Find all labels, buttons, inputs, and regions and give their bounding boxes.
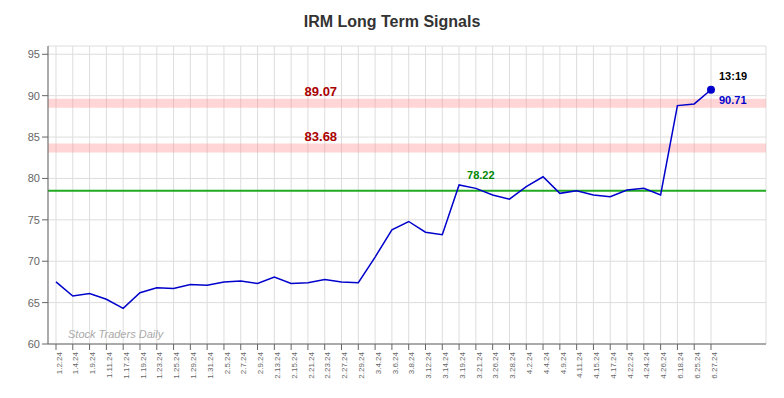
svg-text:4.15.24: 4.15.24 (592, 351, 601, 378)
svg-text:1.11.24: 1.11.24 (105, 351, 114, 378)
svg-text:80: 80 (28, 172, 40, 184)
svg-text:89.07: 89.07 (305, 84, 338, 99)
svg-text:3.12.24: 3.12.24 (424, 351, 433, 378)
svg-text:6.25.24: 6.25.24 (693, 351, 702, 378)
svg-text:1.19.24: 1.19.24 (139, 351, 148, 378)
svg-text:1.17.24: 1.17.24 (122, 351, 131, 378)
svg-text:3.14.24: 3.14.24 (441, 351, 450, 378)
svg-text:3.28.24: 3.28.24 (508, 351, 517, 378)
svg-text:4.4.24: 4.4.24 (542, 351, 551, 374)
svg-text:1.9.24: 1.9.24 (88, 351, 97, 374)
svg-text:90.71: 90.71 (719, 94, 747, 106)
svg-text:Stock Traders Daily: Stock Traders Daily (68, 328, 165, 340)
svg-text:2.5.24: 2.5.24 (223, 351, 232, 374)
svg-text:2.7.24: 2.7.24 (239, 351, 248, 374)
svg-text:95: 95 (28, 48, 40, 60)
svg-text:70: 70 (28, 255, 40, 267)
svg-text:4.9.24: 4.9.24 (559, 351, 568, 374)
svg-text:2.29.24: 2.29.24 (357, 351, 366, 378)
svg-text:2.9.24: 2.9.24 (256, 351, 265, 374)
svg-text:4.22.24: 4.22.24 (626, 351, 635, 378)
svg-text:4.24.24: 4.24.24 (643, 351, 652, 378)
svg-text:3.19.24: 3.19.24 (458, 351, 467, 378)
svg-text:83.68: 83.68 (305, 129, 338, 144)
svg-text:3.8.24: 3.8.24 (407, 351, 416, 374)
svg-text:6.18.24: 6.18.24 (676, 351, 685, 378)
svg-text:3.21.24: 3.21.24 (475, 351, 484, 378)
svg-text:4.26.24: 4.26.24 (659, 351, 668, 378)
svg-text:1.4.24: 1.4.24 (71, 351, 80, 374)
svg-text:78.22: 78.22 (467, 169, 495, 181)
svg-text:2.23.24: 2.23.24 (323, 351, 332, 378)
svg-text:3.6.24: 3.6.24 (391, 351, 400, 374)
svg-text:1.25.24: 1.25.24 (172, 351, 181, 378)
svg-text:85: 85 (28, 131, 40, 143)
svg-text:2.27.24: 2.27.24 (340, 351, 349, 378)
svg-text:60: 60 (28, 338, 40, 350)
svg-text:2.13.24: 2.13.24 (273, 351, 282, 378)
svg-text:13:19: 13:19 (719, 70, 747, 82)
svg-text:1.23.24: 1.23.24 (155, 351, 164, 378)
svg-text:4.17.24: 4.17.24 (609, 351, 618, 378)
svg-text:90: 90 (28, 90, 40, 102)
svg-text:4.2.24: 4.2.24 (525, 351, 534, 374)
svg-text:75: 75 (28, 214, 40, 226)
svg-text:1.31.24: 1.31.24 (206, 351, 215, 378)
svg-text:1.2.24: 1.2.24 (55, 351, 64, 374)
html-text:IRM Long Term Signals: IRM Long Term Signals (303, 13, 481, 30)
svg-text:3.26.24: 3.26.24 (491, 351, 500, 378)
svg-text:65: 65 (28, 297, 40, 309)
svg-text:6.27.24: 6.27.24 (710, 351, 719, 378)
svg-text:4.11.24: 4.11.24 (575, 351, 584, 378)
svg-text:2.15.24: 2.15.24 (290, 351, 299, 378)
svg-text:3.4.24: 3.4.24 (374, 351, 383, 374)
svg-text:1.29.24: 1.29.24 (189, 351, 198, 378)
svg-text:2.21.24: 2.21.24 (307, 351, 316, 378)
